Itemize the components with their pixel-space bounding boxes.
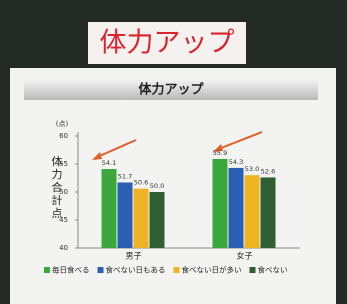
y-unit: (点) [56, 120, 69, 128]
chart: 体力アップ 体力アップ (点) 体力合計点 4045505560男子54.151… [0, 0, 347, 304]
value-label: 53.0 [245, 165, 259, 173]
y-tick-label: 55 [59, 160, 68, 168]
bar [245, 175, 260, 248]
value-label: 51.7 [118, 172, 132, 180]
legend-label: 食べない日もある [106, 265, 166, 275]
legend-swatch [250, 267, 256, 273]
y-tick-label: 50 [59, 188, 68, 196]
header-title: 体力アップ [100, 28, 235, 59]
value-label: 50.6 [134, 179, 148, 187]
bar [102, 169, 117, 248]
bar [150, 192, 165, 248]
x-tick-label: 男子 [126, 252, 142, 261]
x-tick-label: 女子 [237, 251, 253, 261]
bar [261, 177, 276, 248]
y-tick-label: 60 [59, 132, 68, 140]
value-label: 50.0 [150, 182, 164, 190]
y-tick-label: 40 [59, 244, 68, 252]
value-label: 55.9 [213, 149, 227, 157]
legend-swatch [174, 267, 180, 273]
y-tick-label: 45 [59, 216, 68, 224]
value-label: 52.6 [261, 167, 275, 175]
legend-label: 毎日食べる [52, 265, 90, 275]
legend-swatch [44, 267, 50, 273]
bar [134, 189, 149, 248]
value-label: 54.3 [229, 158, 243, 166]
bar [229, 168, 244, 248]
legend-label: 食べない [258, 265, 288, 275]
legend-label: 食べない日が多い [182, 265, 242, 275]
value-label: 54.1 [102, 159, 116, 167]
page: {"header": {"title": "体力アップ"}, "chart_da… [0, 0, 347, 304]
bar [213, 159, 228, 248]
bar [118, 182, 133, 248]
legend-swatch [98, 267, 104, 273]
chart-title: 体力アップ [138, 82, 204, 98]
